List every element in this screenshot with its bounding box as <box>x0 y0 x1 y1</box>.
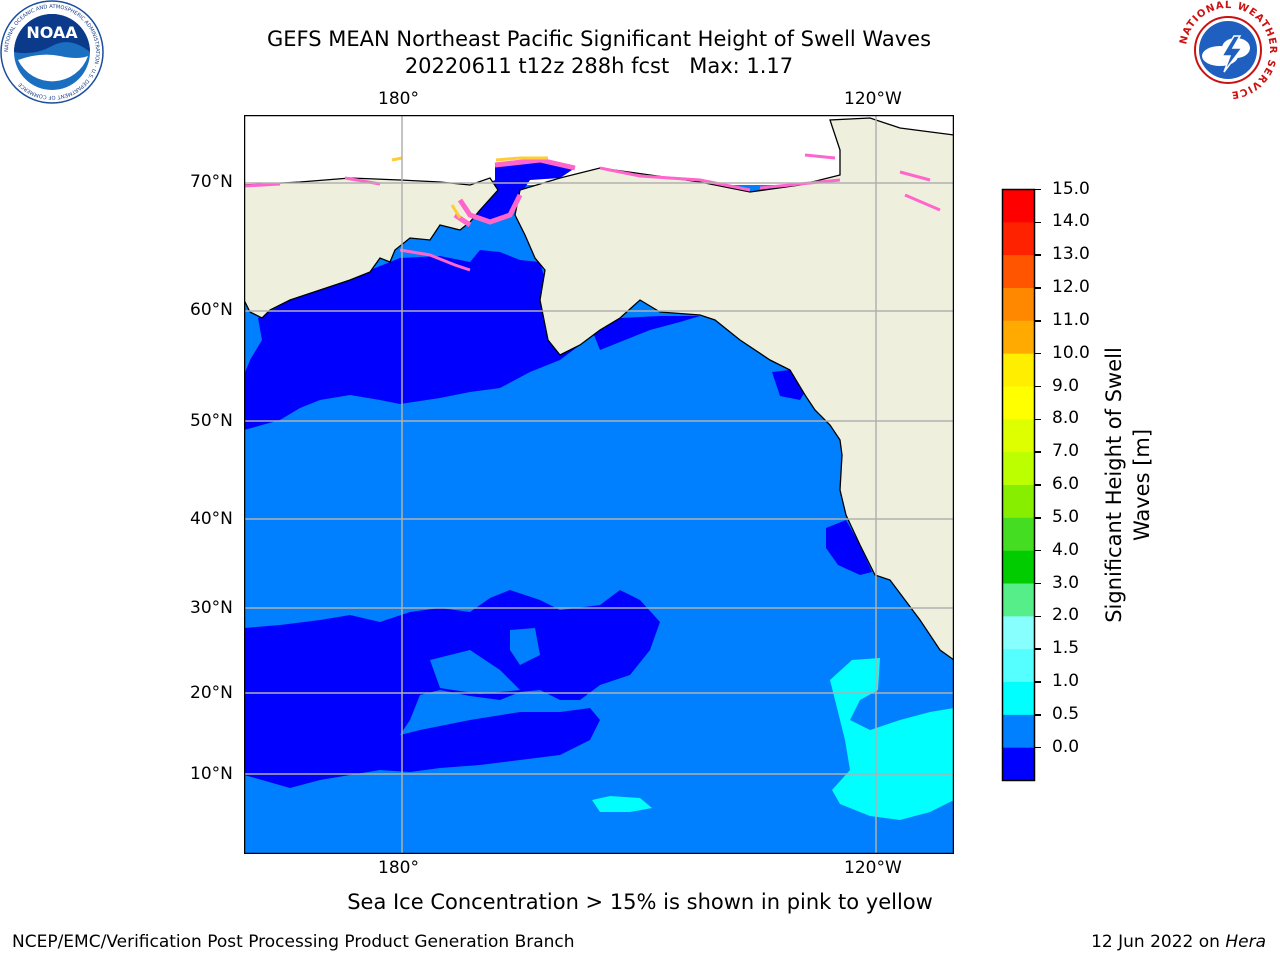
colorbar-tick-mark <box>1035 549 1041 552</box>
colorbar-band <box>1002 682 1035 716</box>
colorbar-tick-mark <box>1035 484 1041 486</box>
colorbar-tick-label: 15.0 <box>1052 178 1090 199</box>
bering-north-dark <box>460 160 575 222</box>
colorbar-tick-label: 5.0 <box>1052 506 1080 527</box>
colorbar-tick-mark <box>1035 385 1041 388</box>
colorbar-label-line1: Significant Height of Swell <box>1102 347 1126 623</box>
lat-label-60n: 60°N <box>190 300 233 320</box>
colorbar-band <box>1002 550 1035 584</box>
colorbar-tick-label: 12.0 <box>1052 277 1090 297</box>
map-frame <box>244 115 954 854</box>
footer-credit: NCEP/EMC/Verification Post Processing Pr… <box>12 932 575 952</box>
colorbar-tick-mark <box>1035 188 1041 191</box>
lat-label-30n: 30°N <box>190 598 233 618</box>
colorbar-band <box>1002 222 1035 256</box>
colorbar-tick-mark <box>1035 582 1041 585</box>
colorbar-tick-mark <box>1035 746 1041 749</box>
colorbar-tick-mark <box>1035 615 1041 618</box>
colorbar-tick-mark <box>1035 352 1041 355</box>
colorbar-tick-mark <box>1035 418 1041 421</box>
colorbar-band <box>1002 255 1035 289</box>
hawaii-inner-light <box>430 650 520 694</box>
subtropical-light-patch <box>510 628 540 665</box>
colorbar-tick-label: 1.5 <box>1052 638 1080 659</box>
colorbar-band <box>1002 189 1035 223</box>
nws-logo: NATIONAL WEATHER SERVICE <box>1178 0 1277 100</box>
lon-label-top-180: 180° <box>378 89 419 109</box>
colorbar-band <box>1002 616 1035 650</box>
colorbar-tick-label: 4.0 <box>1052 539 1080 560</box>
lat-label-70n: 70°N <box>190 172 233 192</box>
colorbar-tick-label: 2.0 <box>1052 605 1080 626</box>
noaa-logo: NOAA NATIONAL OCEANIC AND ATMOSPHERIC AD… <box>0 0 104 104</box>
colorbar-tick-mark <box>1035 648 1041 650</box>
colorbar-band <box>1002 714 1035 748</box>
footer-date: 12 Jun 2022 on Hera <box>1091 932 1266 952</box>
colorbar-tick-label: 0.5 <box>1052 703 1080 724</box>
colorbar-band <box>1002 386 1035 420</box>
central-pacific-cyan <box>592 796 652 812</box>
colorbar-tick-mark <box>1035 221 1041 224</box>
lat-label-50n: 50°N <box>190 411 233 431</box>
sea-ice-yellow <box>391 156 548 219</box>
sea-ice-note: Sea Ice Concentration > 15% is shown in … <box>347 890 933 914</box>
colorbar-tick-label: 14.0 <box>1052 211 1090 232</box>
lat-label-40n: 40°N <box>190 509 233 529</box>
colorbar-band <box>1002 288 1035 322</box>
colorbar-tick-mark <box>1035 287 1041 289</box>
colorbar-tick-mark <box>1035 517 1041 519</box>
noaa-logo-text: NOAA <box>26 23 78 42</box>
colorbar-band <box>1002 485 1035 519</box>
colorbar-tick-label: 11.0 <box>1052 309 1090 330</box>
colorbar-tick-label: 13.0 <box>1052 244 1090 265</box>
sea-ice-arctic-coast <box>244 153 941 212</box>
colorbar-band <box>1002 452 1035 486</box>
colorbar-band <box>1002 649 1035 683</box>
colorbar-tick-label: 7.0 <box>1052 441 1080 462</box>
colorbar-tick-label: 3.0 <box>1052 572 1080 593</box>
chart-subtitle: 20220611 t12z 288h fcst Max: 1.17 <box>404 54 794 78</box>
colorbar-band <box>1002 320 1035 354</box>
colorbar-tick-mark <box>1035 254 1041 256</box>
gulf-alaska-dark-strip <box>590 316 700 350</box>
bering-dark-region <box>244 250 590 430</box>
colorbar-tick-mark <box>1035 320 1041 322</box>
colorbar-tick-label: 6.0 <box>1052 474 1080 494</box>
colorbar-tick-label: 9.0 <box>1052 375 1080 396</box>
graticule <box>244 115 954 854</box>
lat-label-20n: 20°N <box>190 683 233 703</box>
alaska-canada-land <box>514 117 954 661</box>
colorbar-band <box>1002 353 1035 387</box>
colorbar-tick-label: 10.0 <box>1052 342 1090 363</box>
lat-label-10n: 10°N <box>190 764 233 784</box>
lon-label-bottom-120w: 120°W <box>844 858 902 878</box>
wave-height-map <box>244 115 954 854</box>
colorbar-tick-mark <box>1035 714 1041 716</box>
colorbar-tick-label: 8.0 <box>1052 408 1080 429</box>
colorbar-label-line2: Waves [m] <box>1130 428 1154 542</box>
lon-label-top-120w: 120°W <box>844 89 902 109</box>
colorbar-band <box>1002 517 1035 551</box>
colorbar-band <box>1002 747 1035 781</box>
colorbar-band <box>1002 583 1035 617</box>
colorbar-tick-mark <box>1035 451 1041 453</box>
bc-coast-dark <box>772 370 806 400</box>
colorbar-tick-label: 0.0 <box>1052 736 1080 757</box>
lon-label-bottom-180: 180° <box>378 858 419 878</box>
california-coast-dark <box>826 520 872 575</box>
east-pacific-cyan <box>830 658 954 820</box>
colorbar-tick-mark <box>1035 681 1041 683</box>
chart-title: GEFS MEAN Northeast Pacific Significant … <box>266 27 932 51</box>
colorbar-band <box>1002 419 1035 453</box>
colorbar <box>1001 188 1036 782</box>
colorbar-tick-label: 1.0 <box>1052 671 1080 691</box>
sea-ice-bering-west <box>399 248 471 272</box>
